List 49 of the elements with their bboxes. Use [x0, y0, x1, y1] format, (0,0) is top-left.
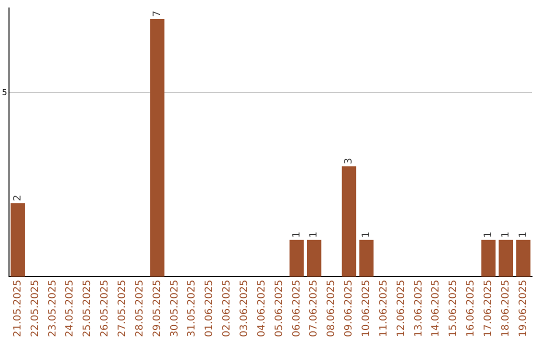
bar — [290, 240, 304, 277]
x-tick-label: 11.06.2025 — [378, 280, 390, 338]
x-tick-label: 14.06.2025 — [430, 280, 442, 338]
x-tick-label: 12.06.2025 — [396, 280, 407, 338]
x-tick-label: 18.06.2025 — [500, 280, 512, 338]
x-tick-label: 31.05.2025 — [186, 280, 198, 338]
x-tick-label: 03.06.2025 — [238, 280, 250, 338]
x-tick-label: 27.05.2025 — [116, 280, 128, 338]
x-tick-label: 08.06.2025 — [326, 280, 338, 338]
data-label: 1 — [291, 232, 302, 238]
data-label: 1 — [500, 232, 512, 238]
bar — [516, 240, 530, 277]
data-label: 1 — [483, 232, 494, 238]
x-tick-label: 28.05.2025 — [134, 280, 146, 338]
bar — [342, 166, 356, 277]
bar — [306, 240, 322, 277]
x-tick-label: 04.06.2025 — [256, 280, 268, 338]
x-tick-label: 25.05.2025 — [82, 280, 94, 338]
x-tick-label: 21.05.2025 — [12, 280, 24, 338]
bar — [481, 240, 496, 277]
x-tick-label: 09.06.2025 — [344, 280, 355, 338]
x-tick-label: 07.06.2025 — [308, 280, 320, 338]
bar — [359, 240, 374, 277]
x-tick-label: 06.06.2025 — [291, 280, 302, 338]
y-tick-label: 5 — [2, 88, 8, 97]
x-tick-label: 26.05.2025 — [100, 280, 111, 338]
bar — [150, 19, 164, 277]
x-tick-label: 16.06.2025 — [466, 280, 477, 338]
data-label: 3 — [344, 158, 355, 164]
x-tick-label: 23.05.2025 — [47, 280, 58, 338]
bar — [498, 240, 513, 277]
x-tick-label: 22.05.2025 — [30, 280, 41, 338]
data-label: 1 — [518, 232, 529, 238]
x-tick-label: 10.06.2025 — [361, 280, 372, 338]
data-label: 2 — [12, 194, 24, 202]
x-tick-label: 15.06.2025 — [448, 280, 460, 338]
bar — [10, 203, 25, 277]
data-label: 1 — [308, 232, 320, 238]
x-tick-label: 29.05.2025 — [152, 280, 163, 338]
x-tick-label: 13.06.2025 — [413, 280, 424, 338]
x-tick-label: 30.05.2025 — [169, 280, 180, 338]
x-tick-label: 02.06.2025 — [222, 280, 233, 338]
x-tick-label: 24.05.2025 — [64, 280, 76, 338]
x-tick-label: 05.06.2025 — [274, 280, 285, 338]
x-tick-label: 17.06.2025 — [483, 280, 494, 338]
x-tick-label: 01.06.2025 — [204, 280, 216, 338]
data-label: 1 — [361, 232, 372, 238]
x-tick-label: 19.06.2025 — [518, 280, 529, 338]
data-label: 7 — [152, 10, 163, 18]
